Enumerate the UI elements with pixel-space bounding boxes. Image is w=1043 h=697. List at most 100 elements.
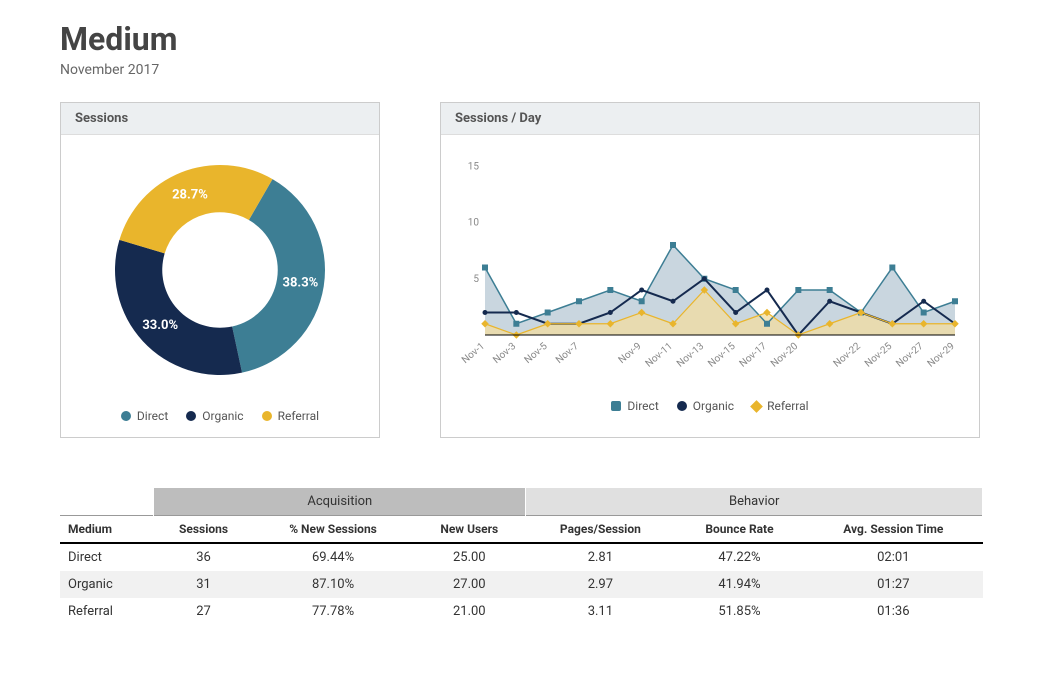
table-cell: Referral xyxy=(60,598,154,625)
page-subtitle: November 2017 xyxy=(60,62,983,78)
line-legend: Direct Organic Referral xyxy=(455,399,965,413)
marker xyxy=(639,298,645,304)
legend-label: Organic xyxy=(693,399,734,413)
marker xyxy=(765,288,770,293)
marker xyxy=(483,310,488,315)
marker xyxy=(889,265,895,271)
marker xyxy=(482,265,488,271)
x-tick: Nov-3 xyxy=(491,341,518,366)
table-cell: 41.94% xyxy=(675,571,804,598)
charts-row: Sessions 38.3% 33.0% 28.7% Direct Organic Re… xyxy=(60,102,983,438)
table-cell: 2.97 xyxy=(526,571,675,598)
line-body: 51015Nov-1Nov-3Nov-5Nov-7Nov-9Nov-11Nov-… xyxy=(441,135,979,427)
marker xyxy=(514,310,519,315)
table-cell: 21.00 xyxy=(413,598,526,625)
x-tick: Nov-7 xyxy=(554,341,581,366)
x-tick: Nov-20 xyxy=(769,341,801,370)
legend-swatch xyxy=(750,400,763,413)
line-legend-item-organic: Organic xyxy=(677,399,734,413)
table-cell: Direct xyxy=(60,543,154,571)
table-cell: 27.00 xyxy=(413,571,526,598)
table-cell: 27 xyxy=(154,598,254,625)
donut-legend-item-referral: Referral xyxy=(262,409,320,423)
table-group-header xyxy=(60,488,154,516)
donut-slice-organic xyxy=(115,240,242,375)
table-cell: 47.22% xyxy=(675,543,804,571)
marker xyxy=(576,298,582,304)
marker xyxy=(702,276,707,281)
table-column-header: % New Sessions xyxy=(253,516,412,544)
marker xyxy=(795,287,801,293)
x-tick: Nov-29 xyxy=(926,341,957,370)
table-column-header: Avg. Session Time xyxy=(804,516,982,544)
line-chart: 51015Nov-1Nov-3Nov-5Nov-7Nov-9Nov-11Nov-… xyxy=(455,145,965,385)
donut-label-direct: 38.3% xyxy=(283,276,319,291)
marker xyxy=(827,299,832,304)
legend-swatch xyxy=(186,411,196,421)
x-tick: Nov-1 xyxy=(460,341,487,366)
donut-legend-item-organic: Organic xyxy=(186,409,243,423)
table-cell: 01:27 xyxy=(804,571,982,598)
table-column-header: New Users xyxy=(413,516,526,544)
marker xyxy=(513,321,519,327)
legend-label: Referral xyxy=(278,409,320,423)
x-tick: Nov-22 xyxy=(832,341,864,370)
table-cell: 3.11 xyxy=(526,598,675,625)
marker xyxy=(607,287,613,293)
x-tick: Nov-25 xyxy=(863,341,895,370)
table-cell: 36 xyxy=(154,543,254,571)
marker xyxy=(733,310,738,315)
donut-chart: 38.3% 33.0% 28.7% xyxy=(75,145,365,395)
line-title: Sessions / Day xyxy=(441,103,979,135)
table-cell: 2.81 xyxy=(526,543,675,571)
table-row: Referral2777.78%21.003.1151.85%01:36 xyxy=(60,598,983,625)
marker xyxy=(670,242,676,248)
x-tick: Nov-5 xyxy=(523,341,550,366)
legend-label: Direct xyxy=(137,409,168,423)
marker xyxy=(952,298,958,304)
table-cell: Organic xyxy=(60,571,154,598)
legend-label: Organic xyxy=(202,409,243,423)
marker xyxy=(545,310,551,316)
table-column-header: Bounce Rate xyxy=(675,516,804,544)
table-cell: 87.10% xyxy=(253,571,412,598)
legend-label: Direct xyxy=(627,399,658,413)
table-cell: 01:36 xyxy=(804,598,982,625)
x-tick: Nov-27 xyxy=(894,341,926,370)
x-tick: Nov-15 xyxy=(706,341,738,370)
medium-table: AcquisitionBehaviorMediumSessions% New S… xyxy=(60,488,983,625)
page-title: Medium xyxy=(60,20,983,58)
donut-label-organic: 33.0% xyxy=(142,318,178,333)
page-header: Medium November 2017 xyxy=(60,20,983,78)
table-cell: 31 xyxy=(154,571,254,598)
table-cell: 02:01 xyxy=(804,543,982,571)
line-legend-item-direct: Direct xyxy=(611,399,658,413)
marker xyxy=(921,310,927,316)
donut-label-referral: 28.7% xyxy=(172,187,208,202)
x-tick: Nov-11 xyxy=(644,341,675,370)
donut-body: 38.3% 33.0% 28.7% Direct Organic Referral xyxy=(61,135,379,437)
donut-title: Sessions xyxy=(61,103,379,135)
table-column-header: Medium xyxy=(60,516,154,544)
table-group-header: Behavior xyxy=(526,488,983,516)
table-cell: 77.78% xyxy=(253,598,412,625)
marker xyxy=(671,299,676,304)
sessions-per-day-card: Sessions / Day 51015Nov-1Nov-3Nov-5Nov-7… xyxy=(440,102,980,438)
table-column-header: Pages/Session xyxy=(526,516,675,544)
table-cell: 25.00 xyxy=(413,543,526,571)
table-column-header: Sessions xyxy=(154,516,254,544)
donut-legend: Direct Organic Referral xyxy=(75,409,365,423)
marker xyxy=(764,321,770,327)
legend-label: Referral xyxy=(767,399,809,413)
marker xyxy=(827,287,833,293)
x-tick: Nov-13 xyxy=(675,341,706,370)
marker xyxy=(733,287,739,293)
legend-swatch xyxy=(677,401,687,411)
y-tick: 5 xyxy=(473,274,479,285)
donut-slice-referral xyxy=(119,165,272,253)
table-cell: 51.85% xyxy=(675,598,804,625)
legend-swatch xyxy=(262,411,272,421)
marker xyxy=(921,299,926,304)
marker xyxy=(639,288,644,293)
legend-swatch xyxy=(121,411,131,421)
